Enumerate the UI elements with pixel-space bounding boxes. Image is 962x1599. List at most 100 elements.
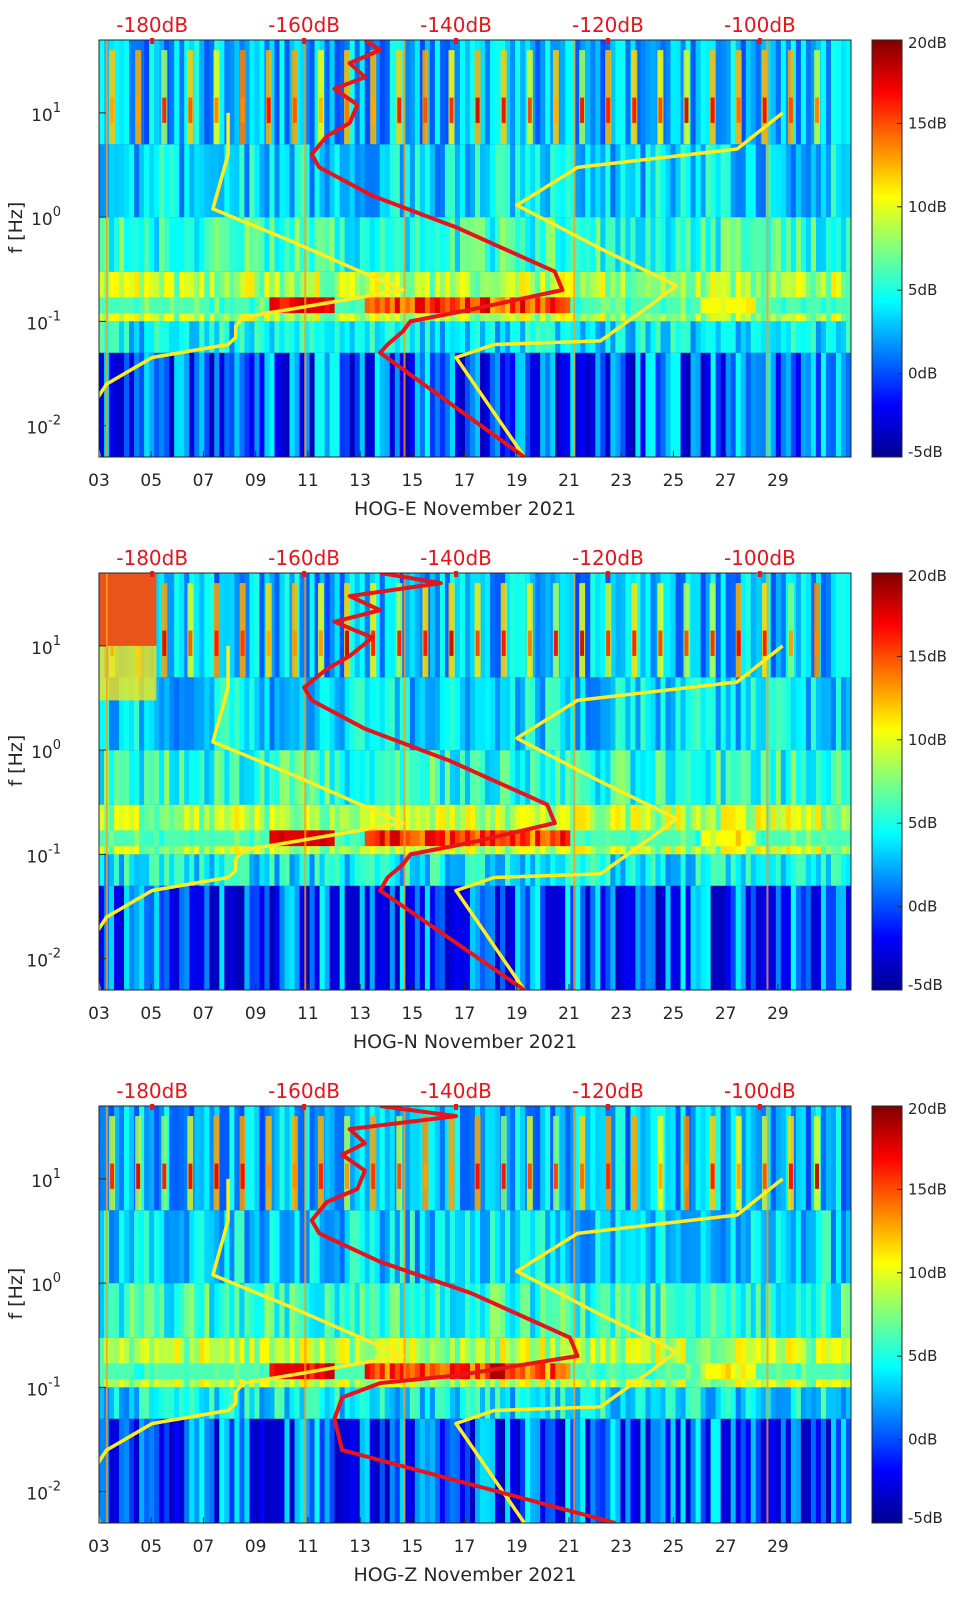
x-tick-label: 23 <box>610 1004 632 1024</box>
x-tick-label: 17 <box>454 1537 476 1557</box>
x-tick-label: 29 <box>767 1004 789 1024</box>
y-tick-label: 10-2 <box>26 1480 61 1505</box>
y-tick-label: 100 <box>31 205 61 230</box>
series-line-high-noise-model <box>454 111 784 457</box>
x-tick-label: 29 <box>767 1537 789 1557</box>
x-tick-label: 07 <box>193 471 215 491</box>
y-tick-label: 10-1 <box>26 309 61 334</box>
top-tick-mark <box>757 38 762 44</box>
top-tick-mark <box>302 571 307 577</box>
x-tick-label: 29 <box>767 471 789 491</box>
x-tick-label: 15 <box>402 1537 424 1557</box>
x-tick-label: 21 <box>558 1537 580 1557</box>
top-tick-mark <box>302 1104 307 1110</box>
colorbar-label: -5dB <box>908 1509 943 1527</box>
x-tick-label: 07 <box>193 1004 215 1024</box>
y-tick-label: 10-2 <box>26 414 61 439</box>
plot-frame <box>98 39 852 458</box>
colorbar <box>871 572 903 991</box>
top-tick-mark <box>757 1104 762 1110</box>
x-tick-label: 11 <box>297 1004 319 1024</box>
series-line-station-PSD <box>302 573 557 990</box>
top-axis-label: -180dB <box>116 1079 188 1103</box>
colorbar-label: 10dB <box>908 731 947 749</box>
top-tick-mark <box>150 38 155 44</box>
x-tick-label: 25 <box>663 1537 685 1557</box>
y-tick-label: 10-2 <box>26 947 61 972</box>
colorbar-label: -5dB <box>908 443 943 461</box>
top-axis-label: -100dB <box>724 1079 796 1103</box>
top-axis-label: -140dB <box>420 13 492 37</box>
x-tick-label: 13 <box>349 1537 371 1557</box>
spectrogram-panel-2: 03 05 07 09 11 13 15 17 19 21 23 25 27 29 HOG-N Novemb… <box>5 546 947 1053</box>
x-axis-label: HOG-Z November 2021 <box>353 1564 576 1586</box>
y-tick-label: 101 <box>31 1167 61 1192</box>
y-tick-label: 101 <box>31 634 61 659</box>
x-tick-label: 19 <box>506 1004 528 1024</box>
x-tick-label: 13 <box>349 471 371 491</box>
x-axis-label: HOG-N November 2021 <box>353 1031 577 1053</box>
top-tick-mark <box>454 1104 459 1110</box>
heatmap-body <box>99 1106 851 1523</box>
top-tick-mark <box>454 38 459 44</box>
heatmap-body <box>99 573 851 990</box>
top-axis-label: -160dB <box>268 13 340 37</box>
x-tick-label: 17 <box>454 1004 476 1024</box>
top-tick-mark <box>605 38 610 44</box>
x-tick-label: 27 <box>715 1537 737 1557</box>
x-tick-label: 09 <box>245 471 267 491</box>
x-tick-label: 15 <box>402 471 424 491</box>
top-axis-label: -120dB <box>572 546 644 570</box>
top-axis-label: -160dB <box>268 1079 340 1103</box>
top-tick-mark <box>605 571 610 577</box>
colorbar-label: 10dB <box>908 198 947 216</box>
top-tick-mark <box>605 1104 610 1110</box>
heatmap-body <box>99 40 851 457</box>
colorbar-label: 5dB <box>908 281 937 299</box>
top-axis-label: -180dB <box>116 13 188 37</box>
top-axis-label: -180dB <box>116 546 188 570</box>
spectrogram-panel-1: 03 05 07 09 11 13 15 17 19 21 23 25 27 29 HOG-E Novemb… <box>5 13 947 520</box>
colorbar-label: 5dB <box>908 1347 937 1365</box>
colorbar-label: -5dB <box>908 976 943 994</box>
x-tick-label: 19 <box>506 1537 528 1557</box>
x-tick-label: 25 <box>663 471 685 491</box>
colorbar-label: 0dB <box>908 1431 937 1449</box>
top-tick-mark <box>150 1104 155 1110</box>
plot-frame <box>98 1105 852 1524</box>
x-tick-label: 27 <box>715 471 737 491</box>
x-tick-label: 05 <box>140 1004 162 1024</box>
x-tick-label: 11 <box>297 1537 319 1557</box>
x-tick-label: 09 <box>245 1004 267 1024</box>
x-tick-label: 05 <box>140 471 162 491</box>
x-tick-label: 05 <box>140 1537 162 1557</box>
series-line-high-noise-model <box>454 1177 784 1523</box>
series-line-station-PSD <box>309 40 565 457</box>
y-axis-label: f [Hz] <box>5 735 27 787</box>
y-tick-label: 101 <box>31 101 61 126</box>
x-tick-label: 23 <box>610 471 632 491</box>
x-tick-label: 23 <box>610 1537 632 1557</box>
spectrogram-panel-3: 03 05 07 09 11 13 15 17 19 21 23 25 27 29 HOG-Z Novemb… <box>5 1079 947 1586</box>
top-tick-mark <box>454 571 459 577</box>
colorbar-label: 0dB <box>908 898 937 916</box>
top-axis-label: -140dB <box>420 546 492 570</box>
x-tick-label: 09 <box>245 1537 267 1557</box>
x-tick-label: 19 <box>506 471 528 491</box>
x-tick-label: 21 <box>558 1004 580 1024</box>
series-line-low-noise-model <box>99 645 405 990</box>
series-line-low-noise-model <box>99 1178 405 1523</box>
colorbar-label: 20dB <box>908 567 947 585</box>
y-tick-label: 100 <box>31 1271 61 1296</box>
top-axis-label: -140dB <box>420 1079 492 1103</box>
top-tick-mark <box>757 571 762 577</box>
y-tick-label: 10-1 <box>26 842 61 867</box>
colorbar-label: 0dB <box>908 365 937 383</box>
colorbar-label: 5dB <box>908 814 937 832</box>
y-tick-label: 100 <box>31 738 61 763</box>
x-axis-label: HOG-E November 2021 <box>354 498 576 520</box>
x-tick-label: 07 <box>193 1537 215 1557</box>
top-tick-mark <box>150 571 155 577</box>
colorbar-label: 10dB <box>908 1264 947 1282</box>
